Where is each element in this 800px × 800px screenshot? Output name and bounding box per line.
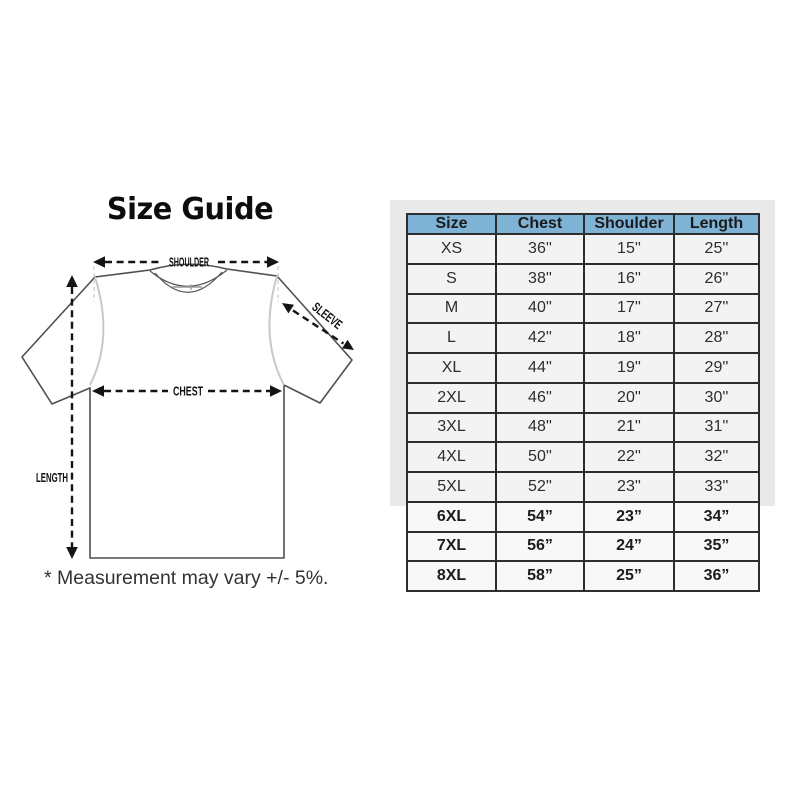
- cell-size: 4XL: [406, 441, 497, 473]
- cell-length: 36”: [673, 560, 760, 592]
- table-row-s: S 38'' 16'' 26'': [406, 262, 760, 295]
- shoulder-measure-arrow: SHOULDER: [93, 255, 279, 270]
- cell-length: 33'': [673, 471, 760, 503]
- cell-shoulder: 23'': [583, 471, 675, 503]
- table-row-5xl: 5XL 52'' 23'' 33'': [406, 471, 760, 503]
- shoulder-guide-lines: [93, 266, 279, 302]
- cell-shoulder: 17'': [583, 292, 675, 325]
- cell-chest: 50'': [495, 441, 585, 473]
- cell-length: 28'': [673, 322, 760, 354]
- tshirt-diagram: SHOULDER SLEEVE CHEST: [21, 255, 354, 559]
- cell-size: S: [406, 262, 497, 295]
- cell-chest: 52'': [495, 471, 585, 503]
- cell-shoulder: 18'': [583, 322, 675, 354]
- cell-length: 31'': [673, 411, 760, 444]
- header-row: Size Chest Shoulder Length: [406, 213, 760, 235]
- length-measure-arrow: LENGTH: [36, 275, 78, 559]
- cell-shoulder: 25”: [583, 560, 675, 592]
- column-header-shoulder: Shoulder: [583, 213, 675, 235]
- cell-size: 5XL: [406, 471, 497, 503]
- cell-chest: 54”: [495, 500, 585, 533]
- cell-size: XL: [406, 352, 497, 384]
- cell-shoulder: 16'': [583, 262, 675, 295]
- column-header-length: Length: [673, 213, 760, 235]
- cell-shoulder: 21'': [583, 411, 675, 444]
- cell-size: L: [406, 322, 497, 354]
- left-armhole-seam: [89, 276, 105, 386]
- collar-tag: [172, 284, 202, 290]
- table-row-2xl: 2XL 46'' 20'' 30'': [406, 381, 760, 414]
- table-row-l: L 42'' 18'' 28'': [406, 322, 760, 354]
- cell-size: 6XL: [406, 500, 497, 533]
- collar-band: [154, 271, 223, 293]
- table-row-3xl: 3XL 48'' 21'' 31'': [406, 411, 760, 444]
- cell-length: 32'': [673, 441, 760, 473]
- table-row-6xl: 6XL 54” 23” 34”: [406, 500, 760, 533]
- table-row-8xl: 8XL 58” 25” 36”: [406, 560, 760, 592]
- table-row-xs: XS 36'' 15'' 25'': [406, 233, 760, 265]
- cell-chest: 44'': [495, 352, 585, 384]
- cell-chest: 36'': [495, 233, 585, 265]
- cell-size: 7XL: [406, 530, 497, 563]
- length-label: LENGTH: [36, 470, 68, 485]
- table-row-4xl: 4XL 50'' 22'' 32'': [406, 441, 760, 473]
- chest-measure-arrow: CHEST: [92, 384, 282, 399]
- cell-shoulder: 20'': [583, 381, 675, 414]
- cell-size: M: [406, 292, 497, 325]
- right-armhole-seam: [268, 275, 285, 386]
- cell-chest: 48'': [495, 411, 585, 444]
- cell-size: XS: [406, 233, 497, 265]
- table-row-xl: XL 44'' 19'' 29'': [406, 352, 760, 384]
- size-chart-table: Size Chest Shoulder Length XS 36'' 15'' …: [406, 213, 760, 592]
- cell-chest: 38'': [495, 262, 585, 295]
- cell-length: 29'': [673, 352, 760, 384]
- cell-shoulder: 22'': [583, 441, 675, 473]
- table-row-m: M 40'' 17'' 27'': [406, 292, 760, 325]
- cell-chest: 46'': [495, 381, 585, 414]
- cell-chest: 58”: [495, 560, 585, 592]
- cell-length: 30'': [673, 381, 760, 414]
- shoulder-label: SHOULDER: [169, 255, 209, 270]
- cell-shoulder: 23”: [583, 500, 675, 533]
- cell-size: 3XL: [406, 411, 497, 444]
- cell-size: 2XL: [406, 381, 497, 414]
- chest-label: CHEST: [173, 384, 203, 399]
- column-header-size: Size: [406, 213, 497, 235]
- page-title: Size Guide: [106, 192, 274, 227]
- cell-shoulder: 15'': [583, 233, 675, 265]
- measurement-disclaimer: * Measurement may vary +/- 5%.: [44, 567, 329, 589]
- column-header-chest: Chest: [495, 213, 585, 235]
- cell-length: 35”: [673, 530, 760, 563]
- cell-shoulder: 24”: [583, 530, 675, 563]
- cell-length: 34”: [673, 500, 760, 533]
- cell-shoulder: 19'': [583, 352, 675, 384]
- table-row-7xl: 7XL 56” 24” 35”: [406, 530, 760, 563]
- cell-chest: 40'': [495, 292, 585, 325]
- cell-length: 25'': [673, 233, 760, 265]
- cell-chest: 56”: [495, 530, 585, 563]
- cell-size: 8XL: [406, 560, 497, 592]
- cell-length: 26'': [673, 262, 760, 295]
- cell-chest: 42'': [495, 322, 585, 354]
- cell-length: 27'': [673, 292, 760, 325]
